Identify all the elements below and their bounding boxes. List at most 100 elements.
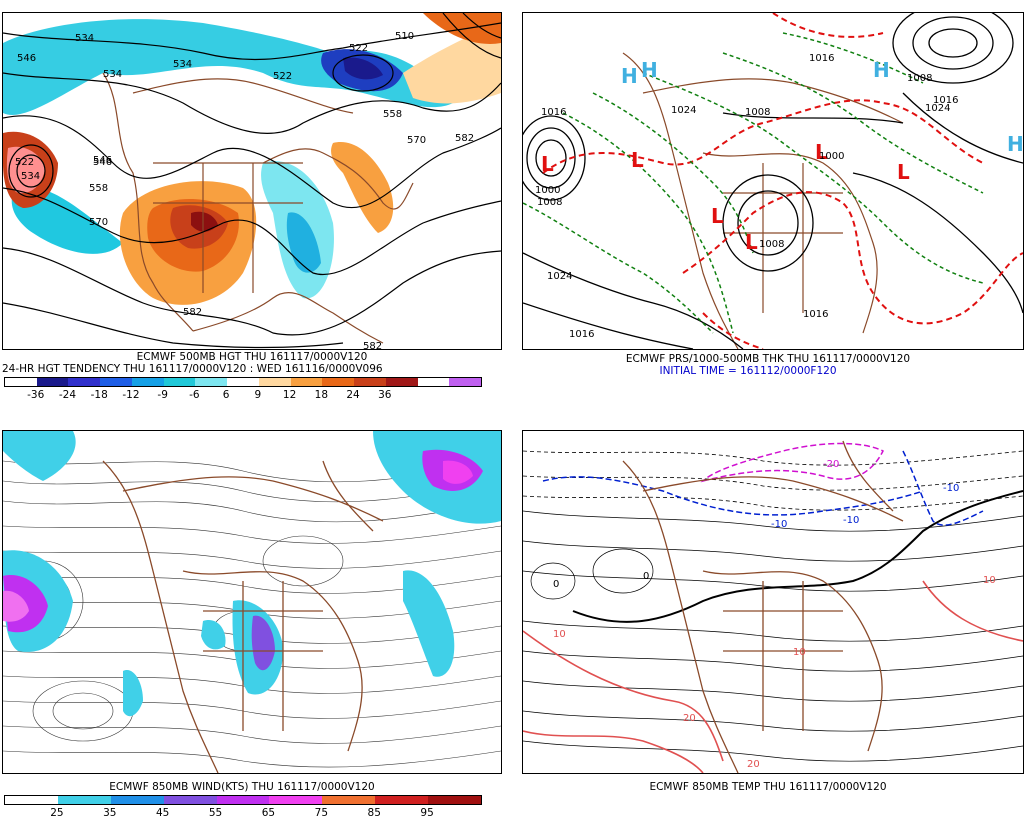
- panel-title: ECMWF 850MB WIND(KTS) THU 161117/0000V12…: [109, 781, 375, 793]
- colorbar-tick: 6: [222, 389, 230, 401]
- isotherm-minus10-b: [902, 450, 984, 526]
- pressure-label: 1024: [671, 105, 696, 116]
- high-marker: H: [641, 58, 658, 82]
- colorbar-segment: [290, 378, 323, 386]
- contour-label: 570: [407, 135, 426, 146]
- tendency-positive-low-west-core: [6, 146, 46, 194]
- wind-shading-central-core: [251, 615, 275, 671]
- pressure-label: 1008: [537, 197, 562, 208]
- coastline: [622, 52, 904, 349]
- colorbar-tick: 18: [314, 389, 329, 401]
- pressure-label: 1016: [803, 309, 828, 320]
- map-frame-temp: -10 -10 -20 -10 0 0 10 10 20 10 20: [522, 430, 1024, 774]
- colorbar-tick: 75: [314, 807, 329, 819]
- colorbar-segment: [131, 378, 164, 386]
- colorbar-segment: [195, 378, 228, 386]
- zero-isotherm: [572, 490, 1023, 623]
- wind-shading-north: [3, 431, 76, 481]
- low-marker: L: [897, 160, 910, 184]
- contour-label: 546: [93, 155, 112, 166]
- low-marker: L: [745, 230, 758, 254]
- tendency-positive-ne: [403, 23, 501, 104]
- contour-label: 582: [363, 341, 382, 349]
- contour-label: 522: [15, 157, 34, 168]
- pressure-label: 1016: [541, 107, 566, 118]
- colorbar-segment: [322, 796, 376, 804]
- colorbar-segment: [110, 796, 164, 804]
- panel-500mb-height: 546 534 534 534 522 510 522 546 558 570 …: [0, 0, 512, 410]
- tendency-negative-north: [3, 19, 453, 115]
- contour-label: 534: [21, 171, 40, 182]
- tendency-colorbar: [4, 377, 482, 387]
- wind-shading-east: [403, 570, 455, 677]
- contour-label: 558: [89, 183, 108, 194]
- low-marker: L: [631, 148, 644, 172]
- map-850mb-temp: -10 -10 -20 -10 0 0 10 10 20 10 20: [523, 440, 1023, 773]
- colorbar-segment: [68, 378, 101, 386]
- colorbar-tick: -24: [58, 389, 77, 401]
- thickness-red: [542, 13, 1023, 349]
- temp-label: -10: [843, 515, 859, 526]
- map-frame-pressure: L L L L L L H H H H 1016 1000 1008 1024 …: [522, 12, 1024, 350]
- panel-pressure-thickness: L L L L L L H H H H 1016 1000 1008 1024 …: [512, 0, 1024, 410]
- colorbar-segment: [417, 378, 450, 386]
- colorbar-tick: 95: [420, 807, 434, 819]
- pressure-label: 1008: [759, 239, 784, 250]
- contour-label: 534: [103, 69, 122, 80]
- pressure-label: 1024: [547, 271, 572, 282]
- temp-label: 0: [553, 579, 559, 590]
- colorbar-tick: 35: [103, 807, 117, 819]
- colorbar-segment: [428, 796, 482, 804]
- coastline: [102, 460, 384, 773]
- temp-label: -10: [943, 483, 959, 494]
- map-frame-500mb: 546 534 534 534 522 510 522 546 558 570 …: [2, 12, 502, 350]
- map-850mb-wind: [3, 431, 501, 773]
- wind-shading-sw: [123, 670, 143, 717]
- colorbar-segment: [227, 378, 259, 386]
- contour-label: 546: [93, 157, 112, 168]
- pressure-label: 1000: [819, 151, 844, 162]
- map-500mb-height: 546 534 534 534 522 510 522 546 558 570 …: [3, 13, 501, 349]
- colorbar-segment: [385, 378, 418, 386]
- wind-shading-mid: [201, 620, 226, 650]
- temp-label: 0: [643, 571, 649, 582]
- colorbar-tick: 12: [282, 389, 297, 401]
- temp-label: -20: [823, 459, 839, 470]
- contour-label: 558: [383, 109, 402, 120]
- tendency-positive-east: [331, 142, 394, 233]
- isotherm-20: [523, 730, 704, 773]
- temp-contours-thin: [523, 510, 1023, 762]
- low-marker: L: [815, 140, 828, 164]
- colorbar-tick: 65: [261, 807, 276, 819]
- colorbar-segment: [322, 378, 355, 386]
- low-marker: L: [541, 152, 554, 176]
- temp-labels: -10 -10 -20 -10 0 0 10 10 20 10 20: [553, 459, 996, 770]
- colorbar-tick: -9: [157, 389, 168, 401]
- wind-colorbar-ticks: 25 35 45 55 65 75 85 95: [4, 807, 480, 819]
- contour-label: 534: [75, 33, 94, 44]
- wind-colorbar: [4, 795, 482, 805]
- isotherm-minus10: [542, 476, 924, 516]
- isotherm-minus20: [700, 442, 885, 483]
- colorbar-segment: [163, 378, 196, 386]
- colorbar-tick: -18: [90, 389, 108, 401]
- colorbar-segment: [258, 378, 291, 386]
- colorbar-tick: 45: [155, 807, 170, 819]
- tendency-negative-core2: [343, 57, 383, 80]
- panel-title: ECMWF 850MB TEMP THU 161117/0000V120: [649, 781, 887, 793]
- temp-label: 10: [793, 647, 806, 658]
- temp-label: 20: [683, 713, 696, 724]
- colorbar-segment: [216, 796, 270, 804]
- wind-shading-west-core2: [3, 590, 29, 622]
- low-marker: L: [711, 204, 724, 228]
- height-contours: [3, 13, 501, 349]
- pressure-label: 1016: [933, 95, 958, 106]
- high-marker: H: [1007, 132, 1023, 156]
- coastline: [102, 72, 414, 344]
- colorbar-segment: [375, 796, 429, 804]
- colorbar-tick: 9: [254, 389, 262, 401]
- coastline: [622, 440, 904, 773]
- map-pressure-thickness: L L L L L L H H H H 1016 1000 1008 1024 …: [523, 13, 1023, 349]
- center-markers: L L L L L L H H H H: [541, 58, 1023, 254]
- high-marker: H: [873, 58, 890, 82]
